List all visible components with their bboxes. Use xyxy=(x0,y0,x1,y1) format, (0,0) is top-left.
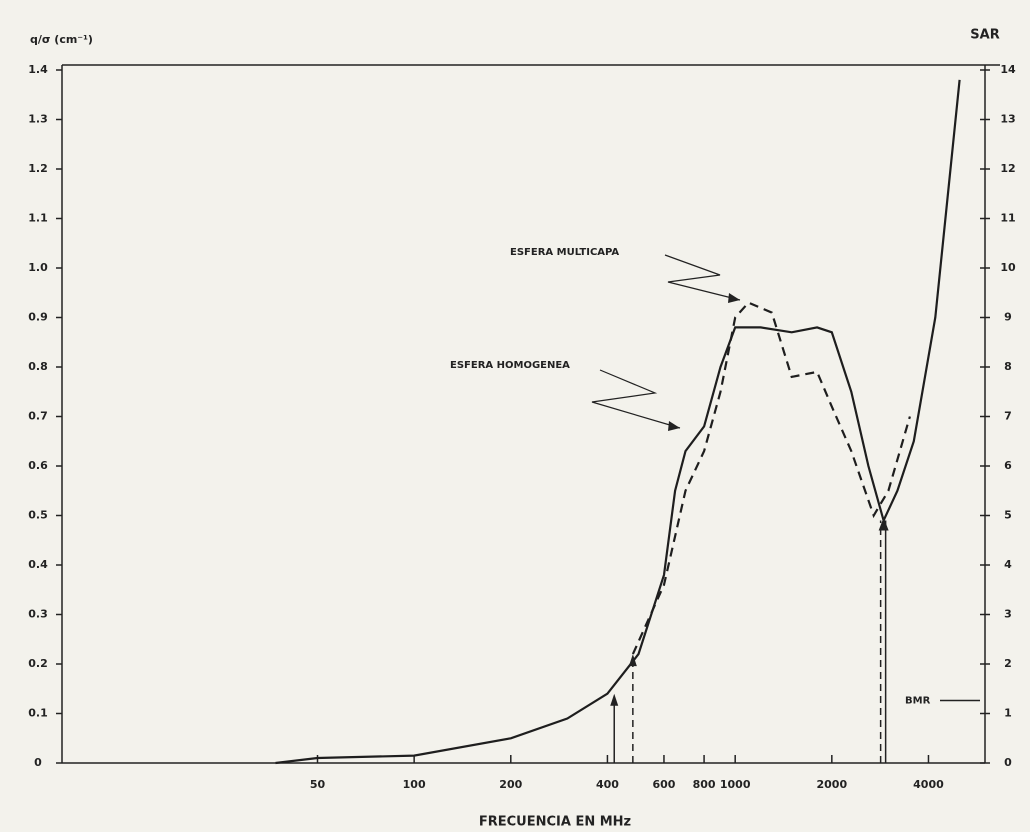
y2-tick-label: 2 xyxy=(1004,657,1012,670)
y2-tick-label: 5 xyxy=(1004,509,1012,522)
y-tick-label: 0.3 xyxy=(28,608,48,621)
y-tick-label: 0.7 xyxy=(28,410,48,423)
y-tick-label: 0.4 xyxy=(28,558,48,571)
y2-tick-label: 13 xyxy=(1000,113,1015,126)
x-tick-label: 1000 xyxy=(720,778,751,791)
y-tick-label: 0 xyxy=(34,756,42,769)
y2-tick-label: 14 xyxy=(1000,63,1016,76)
y-tick-label: 1.4 xyxy=(28,63,48,76)
arrowhead xyxy=(610,693,619,706)
x-tick-label: 800 xyxy=(693,778,716,791)
series-line xyxy=(275,79,961,765)
y-tick-label: 0.5 xyxy=(28,509,48,522)
y-tick-label: 1.0 xyxy=(28,261,48,274)
y2-tick-label: 3 xyxy=(1004,608,1012,621)
series-label: ESFERA HOMOGENEA xyxy=(450,360,570,371)
y2-tick-label: 1 xyxy=(1004,707,1012,720)
arrowhead xyxy=(728,293,740,303)
y2-tick-label: 10 xyxy=(1000,261,1016,274)
pointer xyxy=(591,369,681,429)
x-tick-label: 600 xyxy=(652,778,675,791)
y-axis-label: q/σ (cm⁻¹) xyxy=(30,33,93,46)
x-tick-label: 400 xyxy=(596,778,619,791)
y-tick-label: 0.6 xyxy=(28,459,48,472)
y2-tick-label: 4 xyxy=(1004,558,1012,571)
arrowhead xyxy=(878,517,889,531)
x-tick-label: 200 xyxy=(499,778,522,791)
y2-tick-label: 7 xyxy=(1004,410,1012,423)
y2-tick-label: 6 xyxy=(1004,459,1012,472)
y2-tick-label: 11 xyxy=(1000,212,1015,225)
x-tick-label: 100 xyxy=(403,778,426,791)
arrowhead xyxy=(668,421,680,431)
series-line xyxy=(631,301,911,655)
y-tick-label: 0.2 xyxy=(28,657,48,670)
pointer xyxy=(664,254,741,301)
y-tick-label: 1.2 xyxy=(28,162,48,175)
y2-tick-label: 8 xyxy=(1004,360,1012,373)
x-axis-label: FRECUENCIA EN MHz xyxy=(479,815,631,830)
y2-tick-label: 0 xyxy=(1004,756,1012,769)
y-tick-label: 0.9 xyxy=(28,311,48,324)
x-tick-label: 4000 xyxy=(913,778,944,791)
y-tick-label: 1.3 xyxy=(28,113,48,126)
series-label: ESFERA MULTICAPA xyxy=(510,247,619,258)
annotation: BMR xyxy=(905,696,931,707)
y2-tick-label: 9 xyxy=(1004,311,1012,324)
y2-axis-label: SAR xyxy=(970,28,999,43)
y-tick-label: 0.8 xyxy=(28,360,48,373)
y-tick-label: 1.1 xyxy=(28,212,48,225)
y-tick-label: 0.1 xyxy=(28,707,48,720)
x-tick-label: 2000 xyxy=(817,778,848,791)
y2-tick-label: 12 xyxy=(1000,162,1015,175)
arrowhead xyxy=(628,654,637,667)
x-tick-label: 50 xyxy=(310,778,326,791)
